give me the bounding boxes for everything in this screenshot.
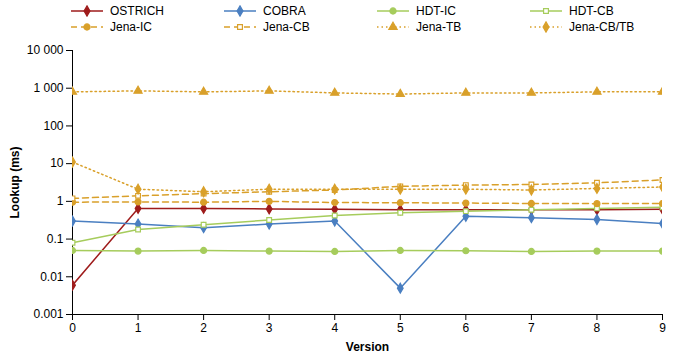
svg-text:1 000: 1 000 [33, 81, 63, 95]
html-text:Jena-IC: Jena-IC [110, 20, 152, 34]
svg-text:1: 1 [57, 194, 64, 208]
svg-text:0.001: 0.001 [33, 307, 63, 321]
html-text:Jena-TB: Jena-TB [416, 20, 462, 34]
svg-text:Version: Version [346, 340, 389, 354]
svg-text:7: 7 [528, 321, 535, 335]
svg-text:100: 100 [43, 119, 63, 133]
svg-text:Lookup (ms): Lookup (ms) [8, 147, 22, 219]
svg-text:10 000: 10 000 [27, 43, 64, 57]
html-text:HDT-CB: HDT-CB [569, 4, 614, 18]
svg-text:8: 8 [594, 321, 601, 335]
svg-text:6: 6 [462, 321, 469, 335]
svg-text:5: 5 [397, 321, 404, 335]
svg-text:3: 3 [266, 321, 273, 335]
svg-text:0.01: 0.01 [40, 270, 64, 284]
svg-text:9: 9 [659, 321, 666, 335]
html-text:OSTRICH: OSTRICH [110, 4, 164, 18]
html-text:Jena-CB: Jena-CB [263, 20, 310, 34]
svg-text:1: 1 [135, 321, 142, 335]
html-text:HDT-IC: HDT-IC [416, 4, 456, 18]
svg-text:0.1: 0.1 [47, 232, 64, 246]
html-text:Jena-CB/TB: Jena-CB/TB [569, 20, 635, 34]
html-text:COBRA: COBRA [263, 4, 306, 18]
svg-text:10: 10 [50, 156, 64, 170]
svg-text:2: 2 [200, 321, 207, 335]
svg-text:4: 4 [331, 321, 338, 335]
svg-text:0: 0 [69, 321, 76, 335]
